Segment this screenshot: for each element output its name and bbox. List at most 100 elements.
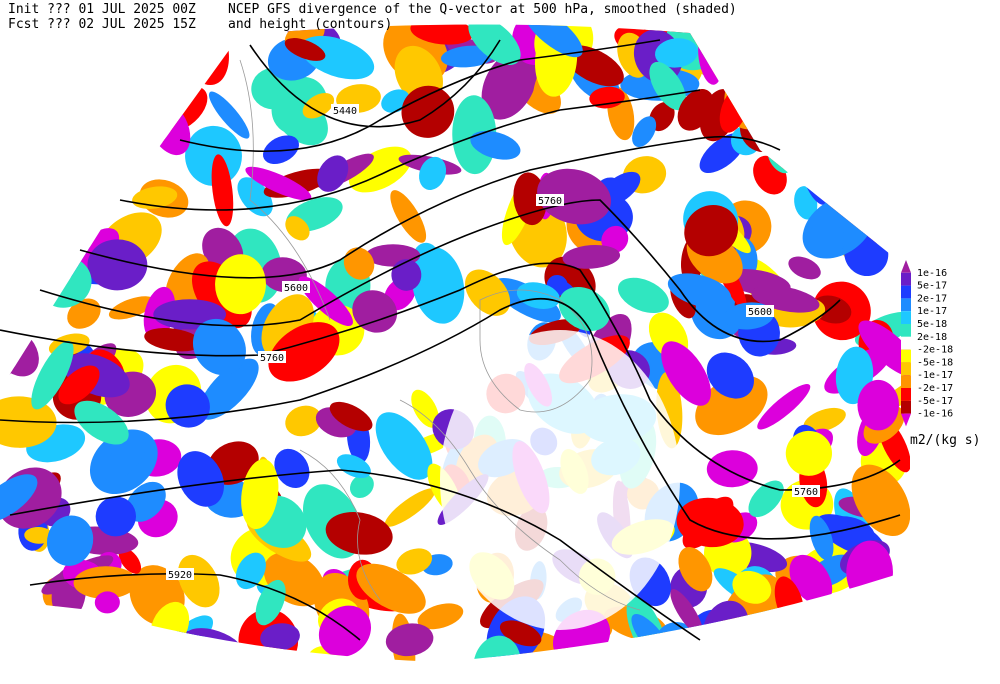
field-quiet <box>440 330 680 630</box>
colorbar-label: -1e-16 <box>917 409 953 420</box>
field-blob <box>237 177 273 217</box>
field-blob <box>473 635 521 662</box>
colorbar-label: 1e-16 <box>917 268 947 279</box>
colorbar-box <box>901 298 911 312</box>
field-blob <box>385 623 434 657</box>
colorbar-label: 2e-18 <box>917 332 947 343</box>
map-subtitle: and height (contours) <box>228 17 392 32</box>
contour-label-box <box>166 568 194 580</box>
field-blob <box>678 547 713 592</box>
field-blob <box>144 328 202 352</box>
colorbar-box <box>901 362 911 376</box>
field-blob <box>215 254 266 315</box>
field-blob <box>317 155 349 192</box>
field-blob <box>126 481 166 522</box>
field-blob <box>667 273 732 308</box>
field-blob <box>785 430 833 476</box>
field-blob <box>384 488 436 527</box>
field-blob <box>417 603 464 630</box>
field-blob <box>343 247 375 280</box>
field-blob <box>411 389 439 428</box>
field-blob <box>192 318 246 376</box>
field-blob <box>87 239 148 291</box>
colorbar-label: 5e-17 <box>917 281 947 292</box>
field-blob <box>46 515 94 566</box>
field-blob <box>262 135 299 165</box>
coastlines <box>239 59 641 611</box>
field-blob <box>706 352 754 399</box>
field-blob <box>788 256 821 280</box>
field-blob <box>298 276 353 327</box>
field-blob <box>649 61 687 111</box>
colorbar-label: 2e-17 <box>917 293 947 304</box>
contour-label: 5760 <box>260 353 284 364</box>
field-blob <box>789 554 833 605</box>
field-blob <box>24 526 54 544</box>
contour-label: 5600 <box>284 283 308 294</box>
field-blob <box>677 89 714 131</box>
field-blob <box>468 24 521 66</box>
contour-label-box <box>282 281 310 293</box>
field-blob <box>285 216 310 241</box>
field-blob <box>108 296 155 320</box>
contour-label-box <box>331 104 359 116</box>
field-blob <box>268 322 340 382</box>
field-blob <box>132 186 178 209</box>
field-blob <box>0 474 38 523</box>
field-blob <box>302 92 335 119</box>
contour-label-box <box>792 485 820 497</box>
contour-label: 5760 <box>538 196 562 207</box>
field-blob <box>803 407 846 433</box>
field-blob <box>118 547 142 574</box>
field-blob <box>94 591 120 614</box>
colorbar-box <box>901 349 911 363</box>
field-blob <box>748 480 784 518</box>
colorbar-box <box>901 388 911 401</box>
field-blob <box>375 412 433 480</box>
map-title: NCEP GFS divergence of the Q-vector at 5… <box>228 2 737 17</box>
colorbar-units: m2/(kg s) <box>910 433 980 448</box>
colorbar-label: -1e-17 <box>917 370 953 381</box>
field-blob <box>284 38 326 61</box>
field-blob <box>684 204 739 257</box>
contour-label-box <box>746 305 774 317</box>
colorbar-label: -2e-17 <box>917 383 953 394</box>
colorbar-box <box>901 375 911 388</box>
colorbar-box <box>901 285 911 299</box>
field-blob <box>806 222 846 257</box>
field-blob <box>199 358 259 420</box>
colorbar: 1e-165e-172e-171e-175e-182e-18-2e-18-5e-… <box>901 260 953 427</box>
field-blob <box>516 282 560 309</box>
contour-label: 5760 <box>794 487 818 498</box>
field-blob <box>211 154 234 227</box>
colorbar-box <box>901 400 911 414</box>
field-blob <box>245 166 312 201</box>
colorbar-label: -2e-18 <box>917 345 953 356</box>
field-blob <box>670 589 703 636</box>
field-blob <box>410 24 474 45</box>
field-blob <box>356 563 426 614</box>
field-blob <box>165 384 210 428</box>
field-blob <box>31 340 74 410</box>
colorbar-box <box>901 311 911 324</box>
colorbar-box <box>901 324 911 337</box>
field-blob <box>617 277 669 314</box>
field-blob <box>95 496 137 537</box>
field-blob <box>537 168 612 225</box>
field-blob <box>208 91 250 139</box>
field-blob <box>601 225 629 254</box>
field-blob <box>757 383 811 430</box>
field-blob <box>654 38 699 68</box>
field-blob <box>274 448 310 489</box>
field-blob <box>349 474 374 498</box>
field-blob <box>67 298 101 329</box>
field-blob <box>809 515 834 561</box>
field-blob <box>325 512 393 555</box>
colorbar-label: 5e-18 <box>917 319 947 330</box>
field-blob <box>465 269 511 316</box>
contour-label-box <box>258 351 286 363</box>
colorbar-cap <box>901 260 911 273</box>
field-blob <box>390 190 427 243</box>
field-blob <box>177 451 225 507</box>
colorbar-cap <box>901 413 911 427</box>
